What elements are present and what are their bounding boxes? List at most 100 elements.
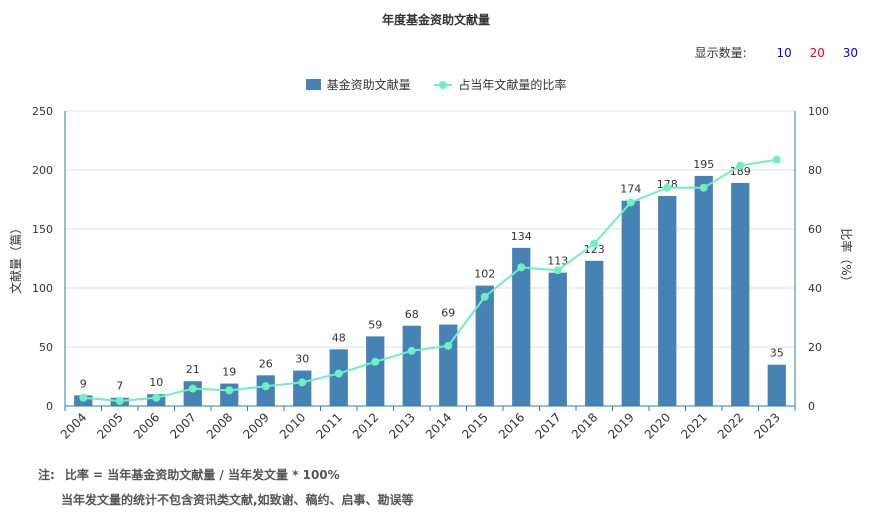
- bar: [183, 381, 202, 406]
- ratio-point: [663, 183, 672, 192]
- ratio-point: [407, 346, 416, 355]
- footnote-2: 当年发文量的统计不包含资讯类文献,如致谢、稿约、启事、勘误等: [61, 493, 414, 507]
- x-tick-label: 2005: [94, 410, 125, 441]
- legend-bar-swatch: [305, 79, 321, 90]
- legend-bar-label: 基金资助文献量: [326, 78, 411, 92]
- y-tick-label-left: 200: [32, 164, 53, 177]
- y-axis-title-left: 文献量（篇）: [8, 222, 23, 294]
- x-tick-label: 2011: [313, 410, 344, 441]
- bar: [366, 336, 385, 406]
- y-tick-label-left: 0: [46, 400, 53, 413]
- bar: [731, 182, 750, 406]
- y-tick-label-left: 50: [39, 341, 53, 354]
- bar-value-label: 10: [149, 376, 163, 389]
- chart-title: 年度基金资助文献量: [381, 13, 490, 27]
- bar-value-label: 113: [547, 255, 568, 268]
- bar: [402, 325, 421, 406]
- bar-value-label: 26: [259, 357, 273, 370]
- ratio-point: [115, 396, 124, 405]
- ratio-point: [772, 155, 781, 164]
- x-tick-label: 2014: [423, 410, 454, 441]
- x-tick-label: 2007: [167, 410, 198, 441]
- bar-value-label: 35: [770, 347, 784, 360]
- bar: [767, 364, 786, 406]
- bar: [621, 200, 640, 406]
- y-tick-label-left: 250: [32, 105, 53, 118]
- x-tick-label: 2018: [569, 410, 600, 441]
- y-axis-title-right: 比率（%）: [839, 228, 854, 287]
- footnote-1: 注: 比率 = 当年基金资助文献量 / 当年发文量 * 100%: [38, 466, 340, 483]
- x-tick-label: 2021: [678, 410, 709, 441]
- bar-value-label: 59: [368, 318, 382, 331]
- ratio-point: [225, 386, 234, 395]
- bar: [694, 175, 713, 406]
- bar: [585, 260, 604, 406]
- x-tick-label: 2004: [58, 410, 89, 441]
- bar-value-label: 19: [222, 366, 236, 379]
- ratio-point: [261, 382, 270, 391]
- legend-item-bar-series[interactable]: 基金资助文献量: [305, 76, 411, 93]
- x-tick-label: 2023: [751, 410, 782, 441]
- bar-value-label: 48: [332, 331, 346, 344]
- ratio-point: [517, 263, 526, 272]
- y-tick-label-right: 20: [808, 341, 822, 354]
- ratio-point: [152, 393, 161, 402]
- display-count-selector: 显示数量: 10 20 30: [695, 44, 858, 61]
- bar: [475, 285, 494, 406]
- legend-line-label: 占当年文献量的比率: [458, 78, 567, 92]
- chart-legend: 基金资助文献量 占当年文献量的比率: [0, 76, 872, 93]
- x-tick-label: 2009: [240, 410, 271, 441]
- ratio-point: [298, 378, 307, 387]
- bar-value-label: 174: [620, 183, 641, 196]
- x-tick-label: 2013: [386, 410, 417, 441]
- x-tick-label: 2012: [350, 410, 381, 441]
- ratio-point: [371, 357, 380, 366]
- footnote-prefix: 注:: [38, 468, 55, 482]
- ratio-point: [626, 198, 635, 207]
- ratio-point: [480, 292, 489, 301]
- ratio-line: [83, 158, 777, 402]
- y-tick-label-right: 100: [808, 105, 829, 118]
- y-tick-label-right: 80: [808, 164, 822, 177]
- y-tick-label-right: 60: [808, 223, 822, 236]
- display-count-option-20[interactable]: 20: [809, 46, 825, 60]
- y-tick-label-right: 0: [808, 400, 815, 413]
- bar-value-label: 9: [80, 377, 87, 390]
- y-tick-label-left: 100: [32, 282, 53, 295]
- ratio-point: [79, 393, 88, 402]
- x-tick-label: 2017: [532, 410, 563, 441]
- x-tick-label: 2020: [642, 410, 673, 441]
- ratio-point: [444, 341, 453, 350]
- bar-value-label: 21: [186, 363, 200, 376]
- y-tick-label-left: 150: [32, 223, 53, 236]
- display-count-option-10[interactable]: 10: [776, 46, 792, 60]
- bar: [293, 370, 312, 406]
- bar-value-label: 30: [295, 353, 309, 366]
- bar: [658, 195, 677, 406]
- bar-value-label: 195: [693, 158, 714, 171]
- x-tick-label: 2008: [204, 410, 235, 441]
- x-tick-label: 2019: [605, 410, 636, 441]
- bar-value-label: 102: [474, 268, 495, 281]
- x-tick-label: 2010: [277, 410, 308, 441]
- legend-line-swatch: [434, 79, 453, 90]
- bar-value-label: 69: [441, 307, 455, 320]
- bar-value-label: 68: [405, 308, 419, 321]
- x-tick-label: 2022: [715, 410, 746, 441]
- display-count-option-30[interactable]: 30: [842, 46, 858, 60]
- bar: [329, 349, 348, 406]
- ratio-point: [736, 161, 745, 170]
- ratio-point: [334, 369, 343, 378]
- x-tick-label: 2015: [459, 410, 490, 441]
- bar-value-label: 134: [511, 230, 532, 243]
- bar-value-label: 123: [584, 243, 605, 256]
- x-tick-label: 2006: [131, 410, 162, 441]
- bar: [548, 272, 567, 406]
- ratio-point: [188, 384, 197, 393]
- bar: [256, 375, 275, 406]
- x-tick-label: 2016: [496, 410, 527, 441]
- legend-item-line-series[interactable]: 占当年文献量的比率: [434, 76, 566, 93]
- bar: [512, 247, 531, 406]
- ratio-point: [590, 239, 599, 248]
